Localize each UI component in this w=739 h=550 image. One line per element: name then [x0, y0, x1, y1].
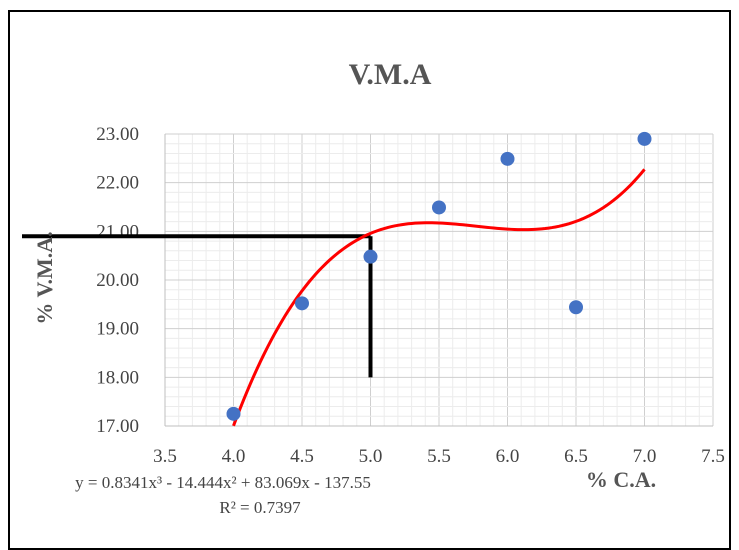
trendline-equation: y = 0.8341x³ - 14.444x² + 83.069x - 137.… [75, 473, 371, 492]
data-point [638, 132, 652, 146]
data-point [432, 200, 446, 214]
reference-lines [22, 236, 371, 377]
x-tick-label: 7.5 [701, 446, 725, 467]
data-point [295, 296, 309, 310]
chart-title: V.M.A [349, 58, 432, 91]
data-point [569, 300, 583, 314]
y-axis-label: % V.M.A. [32, 231, 57, 324]
vma-chart: V.M.A 3.5 4.0 4.5 5.0 5.5 6.0 6.5 7.0 7.5 17.00 18… [10, 12, 739, 547]
x-tick-label: 5.5 [427, 446, 451, 467]
y-tick-label: 22.00 [96, 173, 139, 194]
grid [165, 134, 713, 426]
y-tick-label: 23.00 [96, 124, 139, 145]
data-point [501, 152, 515, 166]
data-point [227, 407, 241, 421]
data-point [364, 250, 378, 264]
x-axis-label: % C.A. [586, 467, 656, 492]
y-tick-label: 21.00 [96, 221, 139, 242]
chart-frame: V.M.A 3.5 4.0 4.5 5.0 5.5 6.0 6.5 7.0 7.5 17.00 18… [8, 10, 731, 550]
y-tick-label: 18.00 [96, 367, 139, 388]
x-tick-label: 6.0 [496, 446, 520, 467]
x-tick-label: 4.5 [290, 446, 314, 467]
x-tick-label: 5.0 [359, 446, 383, 467]
x-tick-label: 6.5 [564, 446, 588, 467]
y-tick-label: 20.00 [96, 270, 139, 291]
y-tick-label: 17.00 [96, 416, 139, 437]
trendline-r2: R² = 0.7397 [219, 498, 301, 517]
x-tick-label: 3.5 [153, 446, 177, 467]
x-tick-label: 7.0 [633, 446, 657, 467]
x-tick-label: 4.0 [222, 446, 246, 467]
y-tick-label: 19.00 [96, 319, 139, 340]
